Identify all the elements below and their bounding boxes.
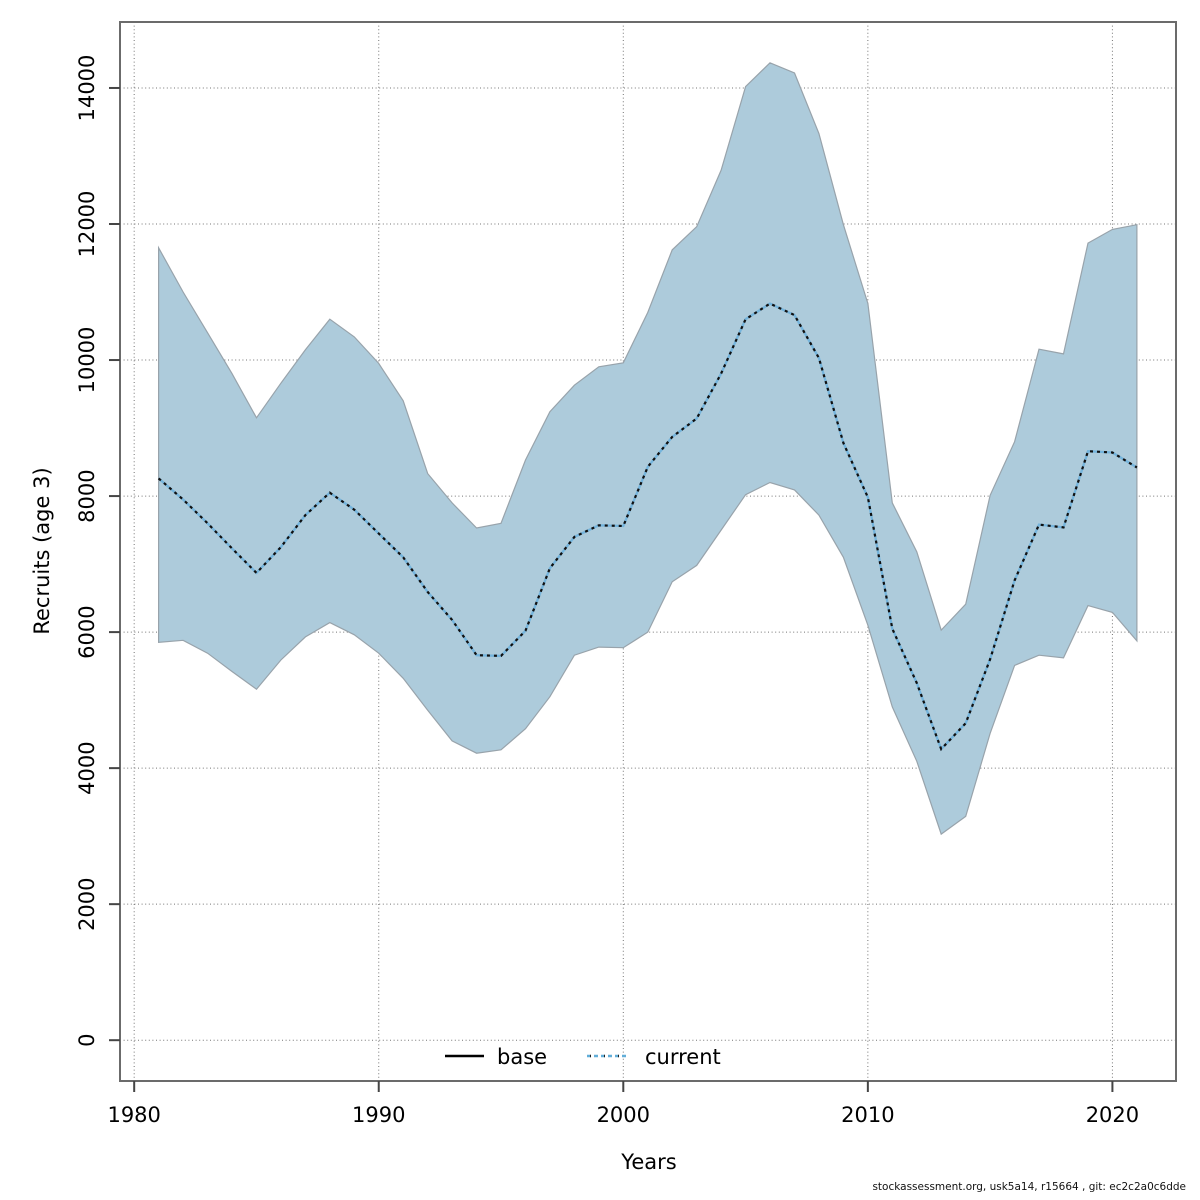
watermark: stockassessment.org, usk5a14, r15664 , g…: [872, 1181, 1186, 1193]
y-tick-label: 10000: [75, 327, 99, 394]
current-line-halo: [157, 302, 1138, 752]
y-tick-label: 8000: [75, 469, 99, 522]
legend-item-base: base: [445, 1045, 547, 1069]
x-tick-label: 1980: [107, 1103, 160, 1127]
y-axis-label: Recruits (age 3): [30, 467, 54, 635]
plot-border: [119, 21, 1177, 1082]
x-tick-label: 2000: [597, 1103, 650, 1127]
axes: 1980 1990 2000 2010 2020 0 2000 4000 6000 8000 100…: [75, 55, 1139, 1127]
legend-item-current: current: [587, 1045, 721, 1069]
confidence-band: [158, 62, 1138, 836]
legend: base current: [445, 1045, 721, 1069]
legend-label-base: base: [497, 1045, 547, 1069]
legend-label-current: current: [645, 1045, 721, 1069]
y-tick-label: 2000: [75, 877, 99, 930]
y-tick-label: 0: [75, 1034, 99, 1047]
x-tick-label: 2020: [1086, 1103, 1139, 1127]
x-tick-label: 1990: [352, 1103, 405, 1127]
y-tick-label: 6000: [75, 605, 99, 658]
y-tick-label: 4000: [75, 741, 99, 794]
x-axis-label: Years: [621, 1150, 677, 1174]
y-tick-label: 12000: [75, 191, 99, 258]
x-tick-label: 2010: [841, 1103, 894, 1127]
y-tick-label: 14000: [75, 55, 99, 122]
